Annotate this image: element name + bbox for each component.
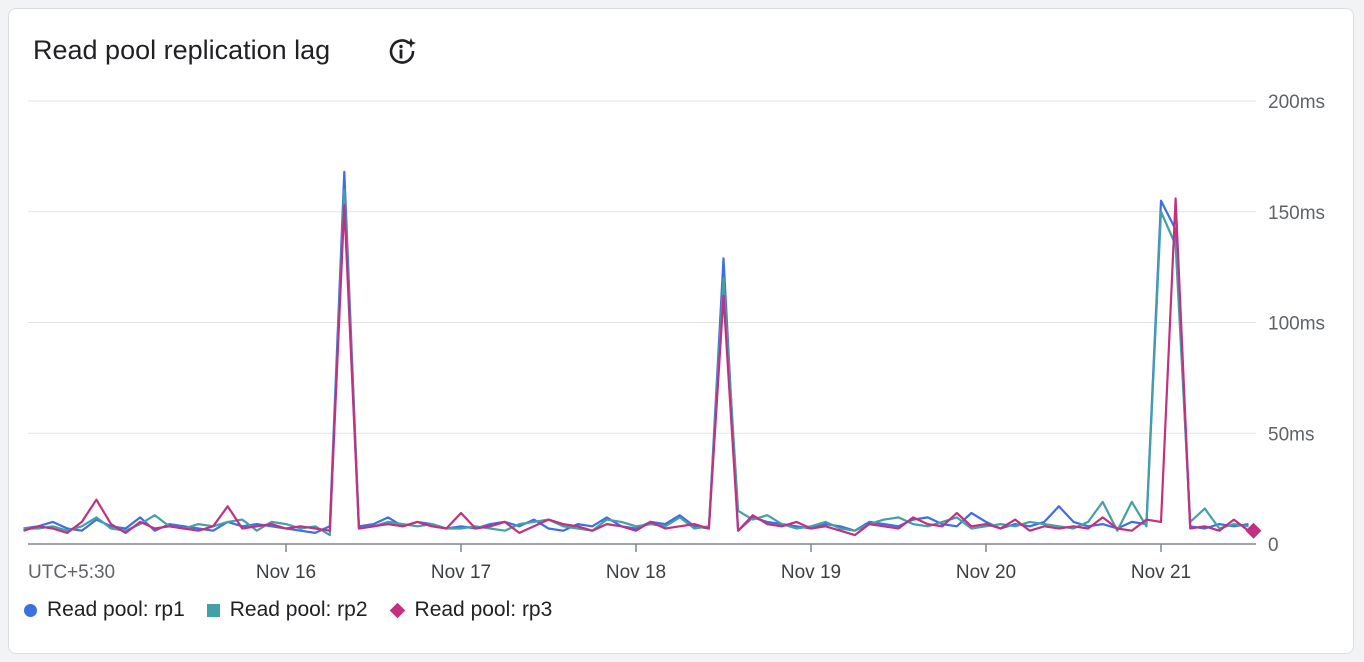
y-tick-label: 50ms: [1268, 424, 1314, 445]
y-tick-label: 200ms: [1268, 92, 1325, 113]
x-tick-label: Nov 17: [431, 562, 491, 583]
diamond-marker-icon: [389, 602, 405, 618]
legend-label: Read pool: rp3: [414, 598, 553, 621]
chart-card: Read pool replication lag: [8, 8, 1354, 654]
square-marker-icon: [206, 603, 220, 617]
legend-item-rp2[interactable]: Read pool: rp2: [206, 598, 368, 622]
x-tick-label: Nov 19: [781, 562, 841, 583]
x-tick-label: Nov 20: [956, 562, 1016, 583]
x-tick-label: Nov 18: [606, 562, 666, 583]
chart-legend: Read pool: rp1 Read pool: rp2 Read pool: r…: [24, 598, 552, 622]
circle-marker-icon: [24, 603, 37, 617]
last-point-marker: [1245, 522, 1262, 539]
y-tick-label: 0: [1268, 535, 1279, 556]
legend-item-rp1[interactable]: Read pool: rp1: [24, 598, 185, 622]
chart-title: Read pool replication lag: [33, 35, 331, 65]
y-tick-label: 100ms: [1268, 314, 1325, 335]
y-tick-label: 150ms: [1268, 203, 1325, 224]
legend-item-rp3[interactable]: Read pool: rp3: [389, 598, 553, 622]
x-tick-label: Nov 21: [1131, 562, 1191, 583]
legend-label: Read pool: rp1: [47, 598, 185, 621]
series-line-2: [23, 188, 1249, 537]
timezone-label: UTC+5:30: [28, 562, 115, 583]
series-line-3: [23, 197, 1250, 537]
series-line-1: [23, 170, 1249, 535]
x-tick-label: Nov 16: [256, 562, 316, 583]
info-sparkle-icon[interactable]: [387, 37, 417, 67]
legend-label: Read pool: rp2: [229, 598, 368, 621]
